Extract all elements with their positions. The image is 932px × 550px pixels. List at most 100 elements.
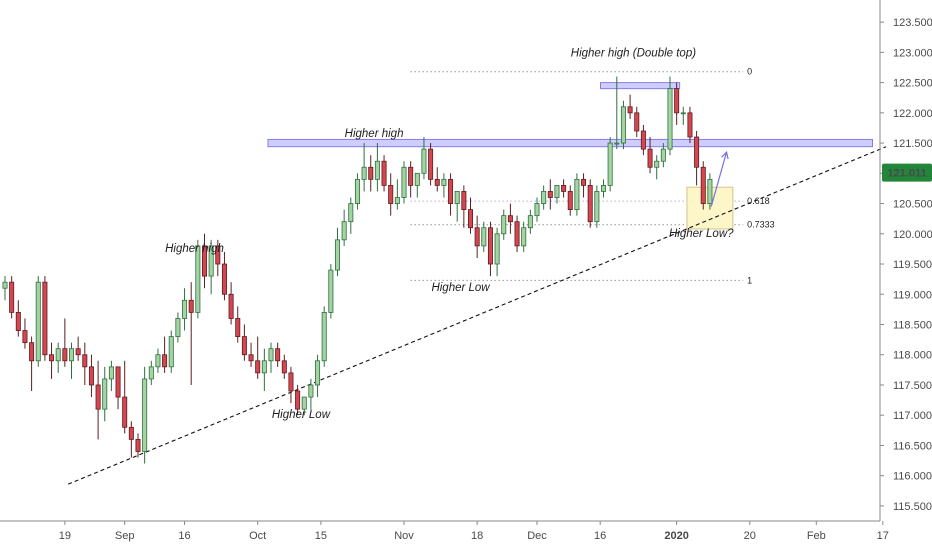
candle[interactable]	[162, 336, 168, 373]
candle[interactable]	[301, 396, 307, 416]
candle[interactable]	[421, 137, 427, 180]
candle[interactable]	[88, 354, 94, 398]
candle[interactable]	[487, 221, 493, 277]
candle[interactable]	[541, 185, 547, 210]
candle[interactable]	[35, 276, 41, 367]
candle[interactable]	[574, 173, 580, 216]
candle[interactable]	[108, 360, 114, 392]
candle[interactable]	[69, 342, 75, 379]
candle[interactable]	[414, 172, 420, 198]
candle[interactable]	[634, 106, 640, 138]
candle[interactable]	[142, 366, 148, 464]
candle[interactable]	[581, 173, 587, 198]
candle[interactable]	[241, 324, 247, 361]
candle[interactable]	[694, 130, 700, 186]
candle[interactable]	[148, 360, 154, 385]
candle[interactable]	[102, 366, 108, 422]
candle[interactable]	[354, 173, 360, 210]
candle[interactable]	[408, 161, 414, 198]
candle[interactable]	[2, 276, 8, 301]
candle[interactable]	[428, 143, 434, 186]
candle[interactable]	[95, 360, 101, 440]
candle[interactable]	[75, 336, 81, 361]
candle[interactable]	[614, 76, 620, 150]
candle[interactable]	[115, 366, 121, 410]
candle[interactable]	[208, 239, 214, 295]
candle[interactable]	[587, 179, 593, 228]
candle[interactable]	[235, 306, 241, 343]
candle[interactable]	[461, 185, 467, 228]
candle[interactable]	[434, 167, 440, 192]
candle[interactable]	[195, 239, 201, 319]
candle[interactable]	[188, 282, 194, 385]
candle[interactable]	[514, 215, 520, 252]
candle[interactable]	[175, 312, 181, 343]
candle[interactable]	[640, 124, 646, 156]
candle[interactable]	[255, 336, 261, 379]
candle[interactable]	[368, 155, 374, 192]
candle[interactable]	[82, 342, 88, 385]
candle[interactable]	[527, 209, 533, 234]
candle[interactable]	[62, 318, 68, 367]
candle[interactable]	[534, 197, 540, 222]
candle[interactable]	[667, 76, 673, 156]
candle[interactable]	[361, 143, 367, 192]
candles[interactable]	[2, 76, 713, 464]
candle[interactable]	[228, 282, 234, 325]
candle[interactable]	[328, 264, 334, 319]
candle[interactable]	[9, 276, 15, 319]
candle[interactable]	[122, 360, 128, 434]
candle[interactable]	[481, 221, 487, 252]
candle[interactable]	[707, 173, 713, 210]
candle[interactable]	[381, 155, 387, 192]
candle[interactable]	[687, 106, 693, 144]
candle[interactable]	[182, 288, 188, 331]
candle[interactable]	[374, 143, 380, 192]
candle[interactable]	[221, 251, 227, 301]
candle[interactable]	[401, 161, 407, 204]
candle[interactable]	[394, 179, 400, 210]
candle[interactable]	[321, 306, 327, 367]
candle[interactable]	[521, 221, 527, 252]
candle[interactable]	[501, 209, 507, 240]
candle[interactable]	[547, 179, 553, 210]
candle[interactable]	[567, 185, 573, 216]
candle[interactable]	[700, 161, 706, 210]
candle[interactable]	[15, 300, 21, 337]
candle[interactable]	[261, 348, 267, 392]
candle[interactable]	[554, 185, 560, 204]
candle[interactable]	[135, 433, 141, 458]
price-axis[interactable]: 115.500 116.000 116.500 117.000 117.500 118.0…	[879, 0, 932, 521]
candle[interactable]	[467, 197, 473, 234]
candle[interactable]	[601, 179, 607, 198]
candle[interactable]	[561, 179, 567, 198]
candle[interactable]	[647, 137, 653, 174]
candle[interactable]	[29, 336, 35, 392]
candle[interactable]	[441, 173, 447, 198]
candle[interactable]	[248, 342, 254, 367]
candle[interactable]	[22, 318, 28, 349]
candle[interactable]	[607, 137, 613, 192]
candle[interactable]	[281, 354, 287, 379]
candle[interactable]	[168, 330, 174, 373]
candle[interactable]	[494, 227, 500, 277]
time-axis[interactable]: 19 Sep 16 Oct 15 Nov 18 Dec 16 2020 20 Feb 17	[0, 520, 889, 542]
candle[interactable]	[215, 239, 221, 277]
candle[interactable]	[42, 276, 48, 361]
candle[interactable]	[128, 421, 134, 458]
candle[interactable]	[627, 94, 633, 119]
candle[interactable]	[295, 384, 301, 416]
candle[interactable]	[680, 106, 686, 125]
candle[interactable]	[660, 143, 666, 168]
candle[interactable]	[288, 366, 294, 404]
candle[interactable]	[201, 233, 207, 289]
candle[interactable]	[620, 100, 626, 150]
candle[interactable]	[334, 227, 340, 277]
candle[interactable]	[268, 342, 274, 373]
candle[interactable]	[474, 215, 480, 258]
candle[interactable]	[155, 348, 161, 373]
candle[interactable]	[448, 173, 454, 216]
candle[interactable]	[594, 185, 600, 228]
candle[interactable]	[507, 203, 513, 234]
